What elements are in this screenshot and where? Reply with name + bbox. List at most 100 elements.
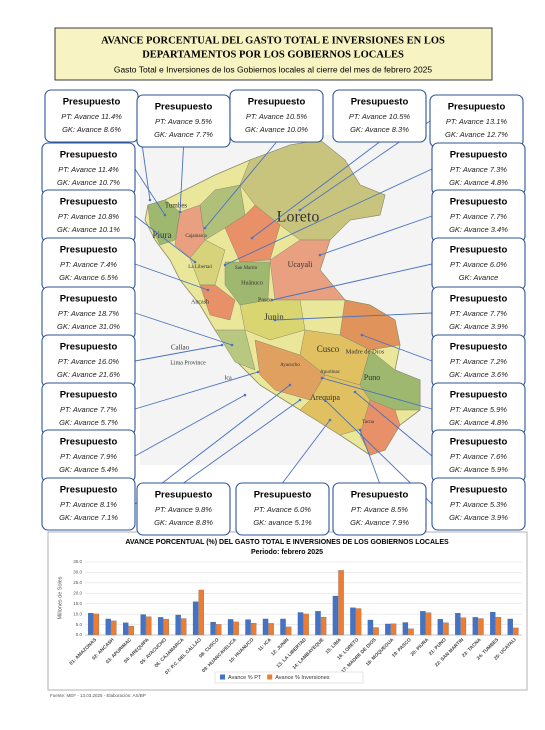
legend-label: Avance % Inversiones <box>275 675 330 681</box>
connector-end <box>270 298 274 302</box>
callout-pt: PT: Avance 7.7% <box>450 212 507 221</box>
header-title: DEPARTAMENTOS POR LOS GOBIERNOS LOCALES <box>142 49 404 60</box>
chart-frame: AVANCE PORCENTUAL (%) DEL GASTO TOTAL E … <box>47 531 528 698</box>
map-label: Loreto <box>277 209 320 226</box>
connector-end <box>230 343 234 347</box>
callout-pt: PT: Avance 10.5% <box>349 112 410 121</box>
callout: Presupuesto PT: Avance 7.9% GK: Avance 5.4… <box>41 429 136 483</box>
callout-pt: PT: Avance 9.8% <box>155 505 212 514</box>
bar <box>332 595 339 636</box>
legend-swatch <box>267 674 273 680</box>
callout: Presupuesto PT: Avance 5.9% GK: Avance 4.8… <box>431 382 526 436</box>
callout-box <box>229 89 324 143</box>
region-lima <box>214 329 256 371</box>
connector <box>179 146 184 213</box>
map-label: Arequipa <box>310 393 340 402</box>
callout: Presupuesto PT: Avance 10.8% GK: Avance 10… <box>41 189 136 243</box>
connector-end <box>360 333 364 337</box>
callout-gk: GK: Avance 8.8% <box>154 518 213 527</box>
connector <box>251 141 380 239</box>
callout-pt: PT: Avance 5.9% <box>450 405 507 414</box>
callout: Presupuesto PT: Avance 11.4% GK: Avance 8.… <box>44 89 139 143</box>
callout-heading: Presupuesto <box>248 97 306 108</box>
callout-gk: GK: Avance 7.9% <box>350 518 409 527</box>
callout-heading: Presupuesto <box>450 485 508 496</box>
bar <box>233 621 239 636</box>
bar <box>157 617 164 636</box>
callout-box <box>431 477 526 531</box>
connector <box>134 312 233 346</box>
callout-pt: PT: Avance 7.3% <box>450 165 507 174</box>
callout-gk: GK: Avance 8.3% <box>350 125 409 134</box>
bar <box>408 628 414 636</box>
connector-end <box>148 198 152 202</box>
callout-gk: GK: Avance 12.7% <box>445 130 508 139</box>
callout-heading: Presupuesto <box>450 437 508 448</box>
connector <box>319 215 433 256</box>
bar <box>390 623 397 636</box>
callout: Presupuesto PT: Avance 13.1% GK: Avance 12… <box>429 94 524 148</box>
callout-gk: GK: Avance 4.8% <box>449 178 508 187</box>
callout-gk: GK: Avance 8.6% <box>62 125 121 134</box>
connector <box>354 391 433 457</box>
callout: Presupuesto PT: Avance 6.0% GK: avance 5.1… <box>235 482 330 536</box>
map: Tumbes Piura Loreto Cajamarca San Martin La L… <box>140 135 440 465</box>
callout: Presupuesto PT: Avance 7.2% GK: Avance 3.6… <box>431 334 526 388</box>
bar <box>123 622 129 636</box>
bar <box>385 623 391 636</box>
region-piura <box>147 199 181 246</box>
callout-gk: GK: avance 5.1% <box>253 518 312 527</box>
y-tick-label: 15.0 <box>73 601 82 606</box>
callout-heading: Presupuesto <box>351 97 409 108</box>
legend-label: Avance % PT <box>228 675 262 681</box>
map-label: Cusco <box>317 344 340 354</box>
callout-gk: GK: Avance 4.8% <box>449 418 508 427</box>
connector-end <box>298 208 302 212</box>
bar <box>373 627 379 636</box>
bar <box>443 622 449 636</box>
source: Fuente: MEF - 13.03.2025 - Elaboración: … <box>50 693 146 698</box>
y-tick-label: 20.0 <box>73 590 82 595</box>
chart-border <box>47 531 528 691</box>
bar <box>297 612 304 636</box>
callout-gk: GK: Avance 5.7% <box>59 418 118 427</box>
y-axis-label: Millones de Soles <box>57 576 63 619</box>
connector-end <box>353 390 357 394</box>
callout-box <box>41 477 136 531</box>
callout: Presupuesto PT: Avance 7.3% GK: Avance 4.8… <box>431 142 526 196</box>
callout-box <box>136 482 231 536</box>
connector-end <box>320 376 324 380</box>
connector-end <box>220 343 224 347</box>
bar <box>128 625 134 636</box>
connector-end <box>203 226 207 230</box>
bar <box>437 619 444 636</box>
callout-heading: Presupuesto <box>450 390 508 401</box>
callout-heading: Presupuesto <box>63 97 121 108</box>
bar <box>111 620 117 636</box>
callout: Presupuesto PT: Avance 10.5% GK: Avance 8.… <box>332 89 427 143</box>
callout-pt: PT: Avance 8.1% <box>60 500 117 509</box>
connector-end <box>323 398 327 402</box>
callout-box <box>235 482 330 536</box>
callout: Presupuesto PT: Avance 8.1% GK: Avance 7.1… <box>41 477 136 531</box>
y-tick-label: 25.0 <box>73 580 82 585</box>
callout: Presupuesto PT: Avance 11.4% GK: Avance 10… <box>41 142 136 196</box>
map-label: Ucayali <box>288 260 314 269</box>
bar <box>338 570 344 636</box>
callout-heading: Presupuesto <box>60 390 118 401</box>
callout-box <box>332 89 427 143</box>
callout-pt: PT: Avance 6.0% <box>254 505 311 514</box>
bar <box>367 619 374 636</box>
callout-gk: GK: Avance 10.1% <box>57 225 120 234</box>
connector <box>224 168 433 266</box>
connector-end <box>243 393 247 397</box>
bar <box>227 619 234 636</box>
callout-gk: GK: Avance 3.9% <box>449 513 508 522</box>
bar <box>198 589 204 636</box>
connector <box>204 141 277 229</box>
bar <box>280 618 286 636</box>
callout-heading: Presupuesto <box>60 342 118 353</box>
legend-frame <box>214 671 364 684</box>
connector <box>271 263 433 301</box>
